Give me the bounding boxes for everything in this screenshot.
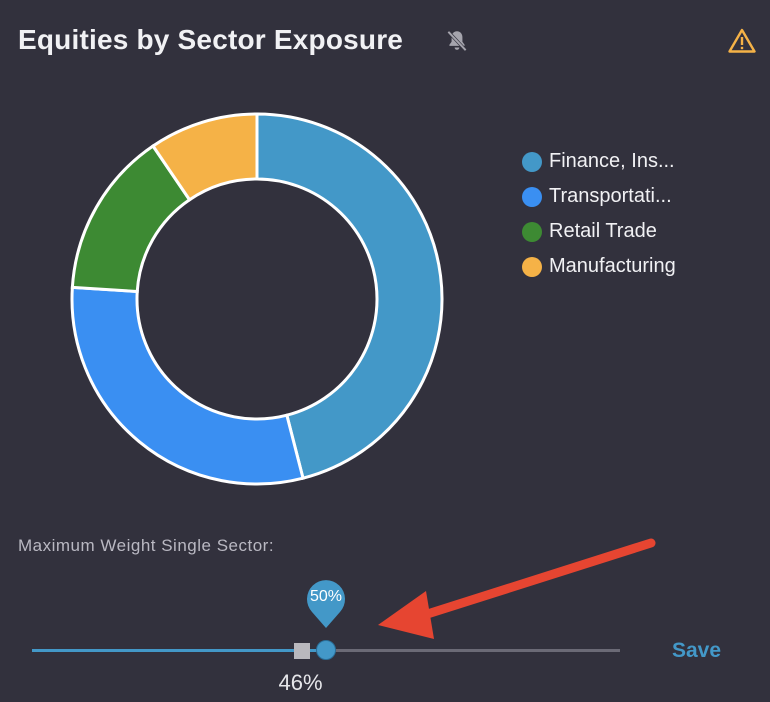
limit-value-label: 50%	[309, 588, 343, 605]
save-button[interactable]: Save	[672, 639, 722, 662]
widget-header: Equities by Sector Exposure	[18, 20, 756, 64]
slider-label: Maximum Weight Single Sector:	[18, 536, 275, 555]
legend-item[interactable]: Manufacturing	[522, 249, 676, 284]
legend-label: Manufacturing	[549, 255, 676, 277]
current-value-label: 46%	[278, 670, 323, 695]
bell-off-icon[interactable]	[444, 28, 470, 54]
chart-legend: Finance, Ins... Transportati... Retail Tra…	[522, 144, 676, 284]
donut-slice-1[interactable]	[70, 285, 305, 486]
slider-track-fill	[32, 649, 316, 652]
widget-title: Equities by Sector Exposure	[18, 24, 404, 55]
limit-marker	[294, 643, 311, 659]
legend-item[interactable]: Finance, Ins...	[522, 144, 676, 179]
legend-label: Retail Trade	[549, 220, 657, 242]
legend-label: Finance, Ins...	[549, 150, 675, 172]
legend-label: Transportati...	[549, 185, 672, 207]
warning-icon[interactable]	[728, 28, 756, 54]
legend-item[interactable]: Retail Trade	[522, 214, 676, 249]
annotation-arrow	[378, 538, 656, 639]
legend-item[interactable]: Transportati...	[522, 179, 676, 214]
legend-swatch	[522, 256, 542, 277]
limit-bubble	[307, 580, 345, 628]
legend-swatch	[522, 221, 542, 242]
legend-swatch	[522, 151, 542, 172]
legend-swatch	[522, 186, 542, 207]
donut-slice-0[interactable]	[255, 112, 444, 481]
sector-donut-chart	[70, 112, 444, 486]
donut-slice-3[interactable]	[150, 112, 259, 202]
slider-thumb[interactable]	[316, 640, 336, 660]
